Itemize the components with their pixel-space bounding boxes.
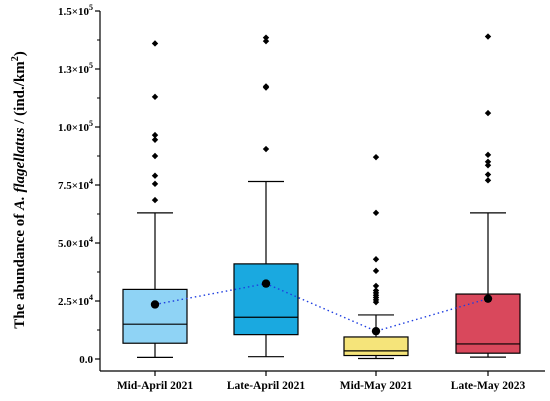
y-tick-label-4: 1.0×105 [58,119,93,134]
box-1 [233,34,299,358]
axes-layer: 0.0 2.5×104 5.0×104 7.5×104 1.0×105 1.3×105 1.… [58,3,545,392]
box-1-outlier-0 [262,145,270,153]
y-tick-label-6: 1.5×105 [58,3,93,18]
box-0-outlier-0 [151,196,159,204]
mean-point-2 [371,326,381,336]
box-0 [122,40,188,358]
boxes-layer [122,33,521,360]
box-0-outlier-2 [151,172,159,179]
box-0-outlier-6 [151,93,159,101]
box-1-outlier-2 [262,83,270,90]
box-2-outlier-6 [372,282,380,290]
box-0-outlier-1 [151,180,159,188]
mean-point-1 [261,279,271,288]
box-3-outlier-0 [484,177,492,184]
y-axis-title-species: A. flagellatus [12,127,28,211]
mean-point-3 [483,294,493,303]
box-3-outlier-3 [484,158,492,165]
y-tick-label-3: 7.5×104 [58,177,93,192]
box-0-iqr [122,288,188,344]
box-3 [455,33,521,358]
box-1-iqr [233,263,299,336]
mean-point-0 [150,300,160,309]
box-2-outlier-5 [372,287,380,294]
y-tick-label-1: 2.5×104 [58,293,93,308]
box-2-outlier-8 [372,256,380,263]
y-tick-label-2: 5.0×104 [58,235,93,250]
box-0-outlier-3 [151,152,159,160]
y-axis-title-prefix: The abundance of [12,210,28,329]
y-axis-title: The abundance of A. flagellatus / (ind./… [10,51,28,329]
y-axis-title-unit-sup: 2 [10,56,21,61]
x-tick-label-1: Late-April 2021 [227,380,306,392]
box-3-outlier-1 [484,171,492,178]
mean-trend-line [154,282,489,332]
box-0-outlier-7 [151,40,159,47]
box-0-outlier-4 [151,136,159,143]
box-2-outlier-10 [372,153,380,161]
box-3-outlier-6 [484,33,492,40]
y-tick-label-5: 1.3×105 [58,61,93,76]
box-1-outlier-4 [262,34,270,41]
box-2-iqr [343,336,409,357]
y-axis-title-unit-suffix: ) [12,51,28,56]
box-1-outlier-3 [262,37,270,45]
x-tick-label-2: Mid-May 2021 [340,380,413,392]
box-0-outlier-5 [151,131,159,139]
x-tick-label-0: Mid-April 2021 [117,380,194,392]
y-tick-label-0: 0.0 [79,354,93,366]
box-2-outlier-7 [372,267,380,275]
y-axis-title-unit-prefix: / (ind./km [12,61,28,128]
box-3-outlier-2 [484,162,492,169]
x-tick-label-3: Late-May 2023 [451,380,526,392]
mean-line-layer [150,279,493,336]
box-3-outlier-4 [484,151,492,159]
box-3-outlier-5 [484,109,492,117]
box-2-outlier-9 [372,209,380,217]
box-2 [343,153,409,360]
